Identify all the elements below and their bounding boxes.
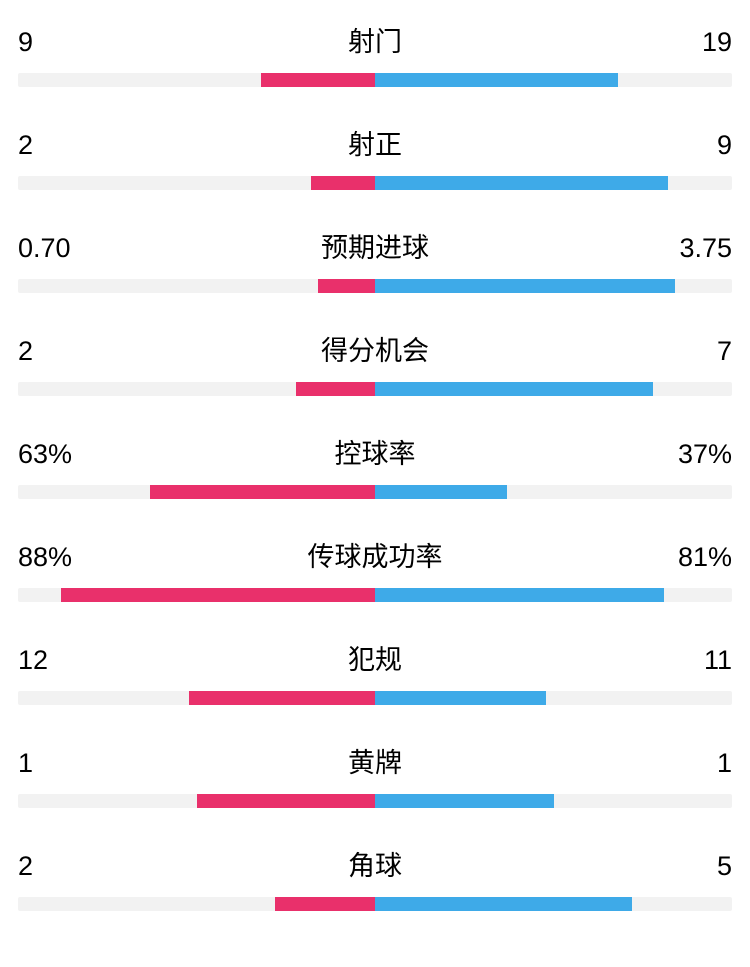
stat-labels: 2角球5 xyxy=(18,844,732,883)
stat-labels: 1黄牌1 xyxy=(18,741,732,780)
stat-label: 犯规 xyxy=(78,638,672,677)
stat-bar-right xyxy=(375,73,618,87)
stat-value-left: 1 xyxy=(18,748,78,779)
stat-row: 2角球5 xyxy=(18,844,732,911)
stat-row: 1黄牌1 xyxy=(18,741,732,808)
stat-value-right: 81% xyxy=(672,542,732,573)
stat-bar-left xyxy=(275,897,375,911)
stat-label: 角球 xyxy=(78,844,672,883)
stat-label: 控球率 xyxy=(78,432,672,471)
stat-label: 预期进球 xyxy=(78,226,672,265)
stat-value-right: 11 xyxy=(672,645,732,676)
stat-bar-right xyxy=(375,588,664,602)
stat-bar-track xyxy=(18,588,732,602)
stat-bar-right xyxy=(375,691,546,705)
stat-value-right: 19 xyxy=(672,27,732,58)
stat-bar-left xyxy=(311,176,375,190)
stat-label: 黄牌 xyxy=(78,741,672,780)
stat-labels: 2得分机会7 xyxy=(18,329,732,368)
stat-value-right: 1 xyxy=(672,748,732,779)
stat-bar-track xyxy=(18,897,732,911)
stat-value-left: 2 xyxy=(18,130,78,161)
stat-labels: 2射正9 xyxy=(18,123,732,162)
stat-bar-right xyxy=(375,485,507,499)
stat-value-left: 63% xyxy=(18,439,78,470)
stat-bar-track xyxy=(18,382,732,396)
stat-value-right: 5 xyxy=(672,851,732,882)
stat-label: 射正 xyxy=(78,123,672,162)
stat-bar-left xyxy=(189,691,375,705)
stat-value-left: 9 xyxy=(18,27,78,58)
stat-labels: 9射门19 xyxy=(18,20,732,59)
stat-bar-right xyxy=(375,176,668,190)
stat-bar-left xyxy=(197,794,376,808)
stat-value-right: 7 xyxy=(672,336,732,367)
stat-value-right: 3.75 xyxy=(672,233,732,264)
stat-labels: 63%控球率37% xyxy=(18,432,732,471)
stat-labels: 12犯规11 xyxy=(18,638,732,677)
stat-row: 63%控球率37% xyxy=(18,432,732,499)
stat-bar-left xyxy=(61,588,375,602)
stat-label: 传球成功率 xyxy=(78,535,672,574)
stat-bar-right xyxy=(375,279,675,293)
stat-value-left: 2 xyxy=(18,851,78,882)
stat-bar-left xyxy=(318,279,375,293)
stat-bar-track xyxy=(18,279,732,293)
stat-value-right: 37% xyxy=(672,439,732,470)
stat-value-left: 0.70 xyxy=(18,233,78,264)
stat-bar-track xyxy=(18,73,732,87)
stat-value-left: 2 xyxy=(18,336,78,367)
stat-label: 得分机会 xyxy=(78,329,672,368)
stat-bar-right xyxy=(375,382,653,396)
stat-bar-left xyxy=(261,73,375,87)
stat-value-left: 12 xyxy=(18,645,78,676)
stat-row: 9射门19 xyxy=(18,20,732,87)
stat-bar-right xyxy=(375,897,632,911)
stat-bar-track xyxy=(18,485,732,499)
stat-value-left: 88% xyxy=(18,542,78,573)
stat-label: 射门 xyxy=(78,20,672,59)
stat-row: 0.70预期进球3.75 xyxy=(18,226,732,293)
stat-labels: 88%传球成功率81% xyxy=(18,535,732,574)
stat-row: 2得分机会7 xyxy=(18,329,732,396)
stat-row: 88%传球成功率81% xyxy=(18,535,732,602)
stat-bar-left xyxy=(150,485,375,499)
stat-value-right: 9 xyxy=(672,130,732,161)
stat-row: 2射正9 xyxy=(18,123,732,190)
stat-bar-track xyxy=(18,176,732,190)
stat-bar-right xyxy=(375,794,554,808)
stat-labels: 0.70预期进球3.75 xyxy=(18,226,732,265)
stat-row: 12犯规11 xyxy=(18,638,732,705)
stat-bar-track xyxy=(18,691,732,705)
stat-bar-track xyxy=(18,794,732,808)
stat-bar-left xyxy=(296,382,375,396)
match-stats-list: 9射门192射正90.70预期进球3.752得分机会763%控球率37%88%传… xyxy=(18,20,732,911)
